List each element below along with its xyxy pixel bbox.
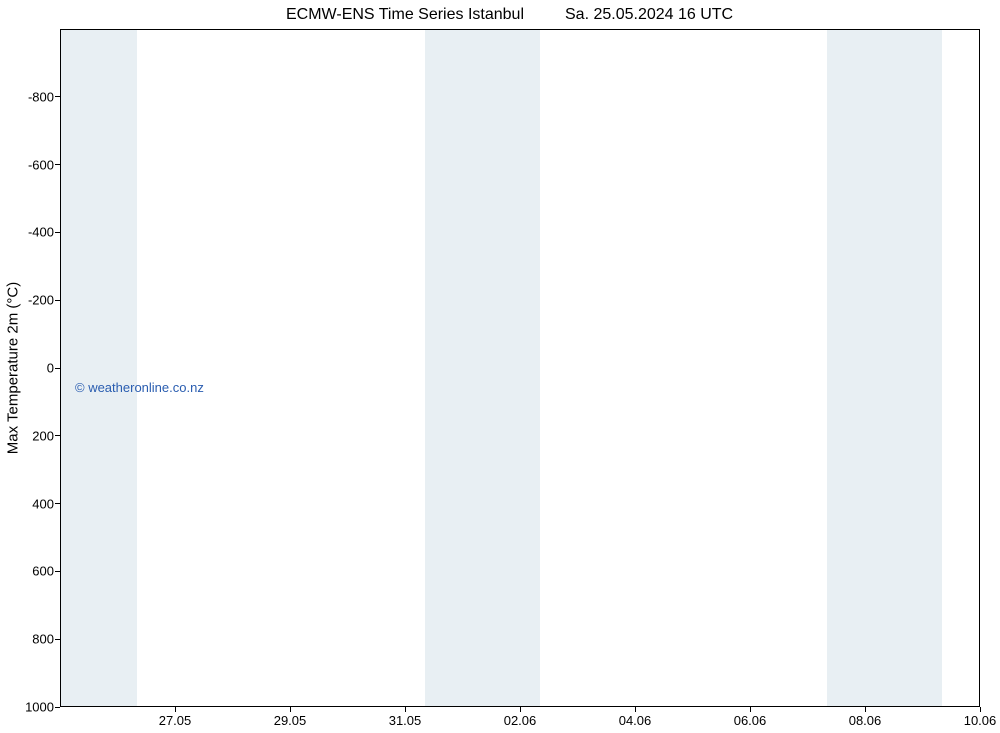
y-tick-label: -400 — [28, 225, 54, 240]
x-tick-label: 31.05 — [389, 713, 422, 728]
weekend-band — [61, 30, 137, 706]
y-tick-label: 1000 — [25, 700, 54, 715]
x-tick-mark — [405, 707, 406, 712]
x-tick-label: 04.06 — [619, 713, 652, 728]
x-tick-mark — [520, 707, 521, 712]
watermark: © weatheronline.co.nz — [75, 380, 204, 395]
y-tick-mark — [55, 164, 60, 165]
y-tick-label: -200 — [28, 293, 54, 308]
x-tick-mark — [635, 707, 636, 712]
y-tick-mark — [55, 707, 60, 708]
y-tick-mark — [55, 96, 60, 97]
y-tick-mark — [55, 368, 60, 369]
x-tick-mark — [290, 707, 291, 712]
y-tick-label: 0 — [47, 361, 54, 376]
y-tick-label: 200 — [32, 428, 54, 443]
y-tick-mark — [55, 435, 60, 436]
y-tick-label: -800 — [28, 89, 54, 104]
x-tick-label: 10.06 — [964, 713, 997, 728]
y-tick-mark — [55, 232, 60, 233]
x-tick-mark — [865, 707, 866, 712]
plot-area — [60, 29, 980, 707]
x-tick-label: 29.05 — [274, 713, 307, 728]
x-tick-mark — [175, 707, 176, 712]
chart-title-right: Sa. 25.05.2024 16 UTC — [565, 6, 733, 24]
chart-title-left: ECMW-ENS Time Series Istanbul — [286, 6, 524, 24]
y-tick-mark — [55, 571, 60, 572]
x-tick-mark — [980, 707, 981, 712]
x-tick-label: 27.05 — [159, 713, 192, 728]
y-axis-label: Max Temperature 2m (°C) — [5, 282, 22, 454]
weekend-band — [827, 30, 942, 706]
y-tick-label: 800 — [32, 632, 54, 647]
x-tick-label: 02.06 — [504, 713, 537, 728]
weekend-band — [425, 30, 540, 706]
y-tick-mark — [55, 639, 60, 640]
y-tick-label: 400 — [32, 496, 54, 511]
x-tick-label: 06.06 — [734, 713, 767, 728]
y-tick-label: 600 — [32, 564, 54, 579]
y-tick-mark — [55, 300, 60, 301]
y-tick-label: -600 — [28, 157, 54, 172]
y-tick-mark — [55, 503, 60, 504]
x-tick-mark — [750, 707, 751, 712]
x-tick-label: 08.06 — [849, 713, 882, 728]
